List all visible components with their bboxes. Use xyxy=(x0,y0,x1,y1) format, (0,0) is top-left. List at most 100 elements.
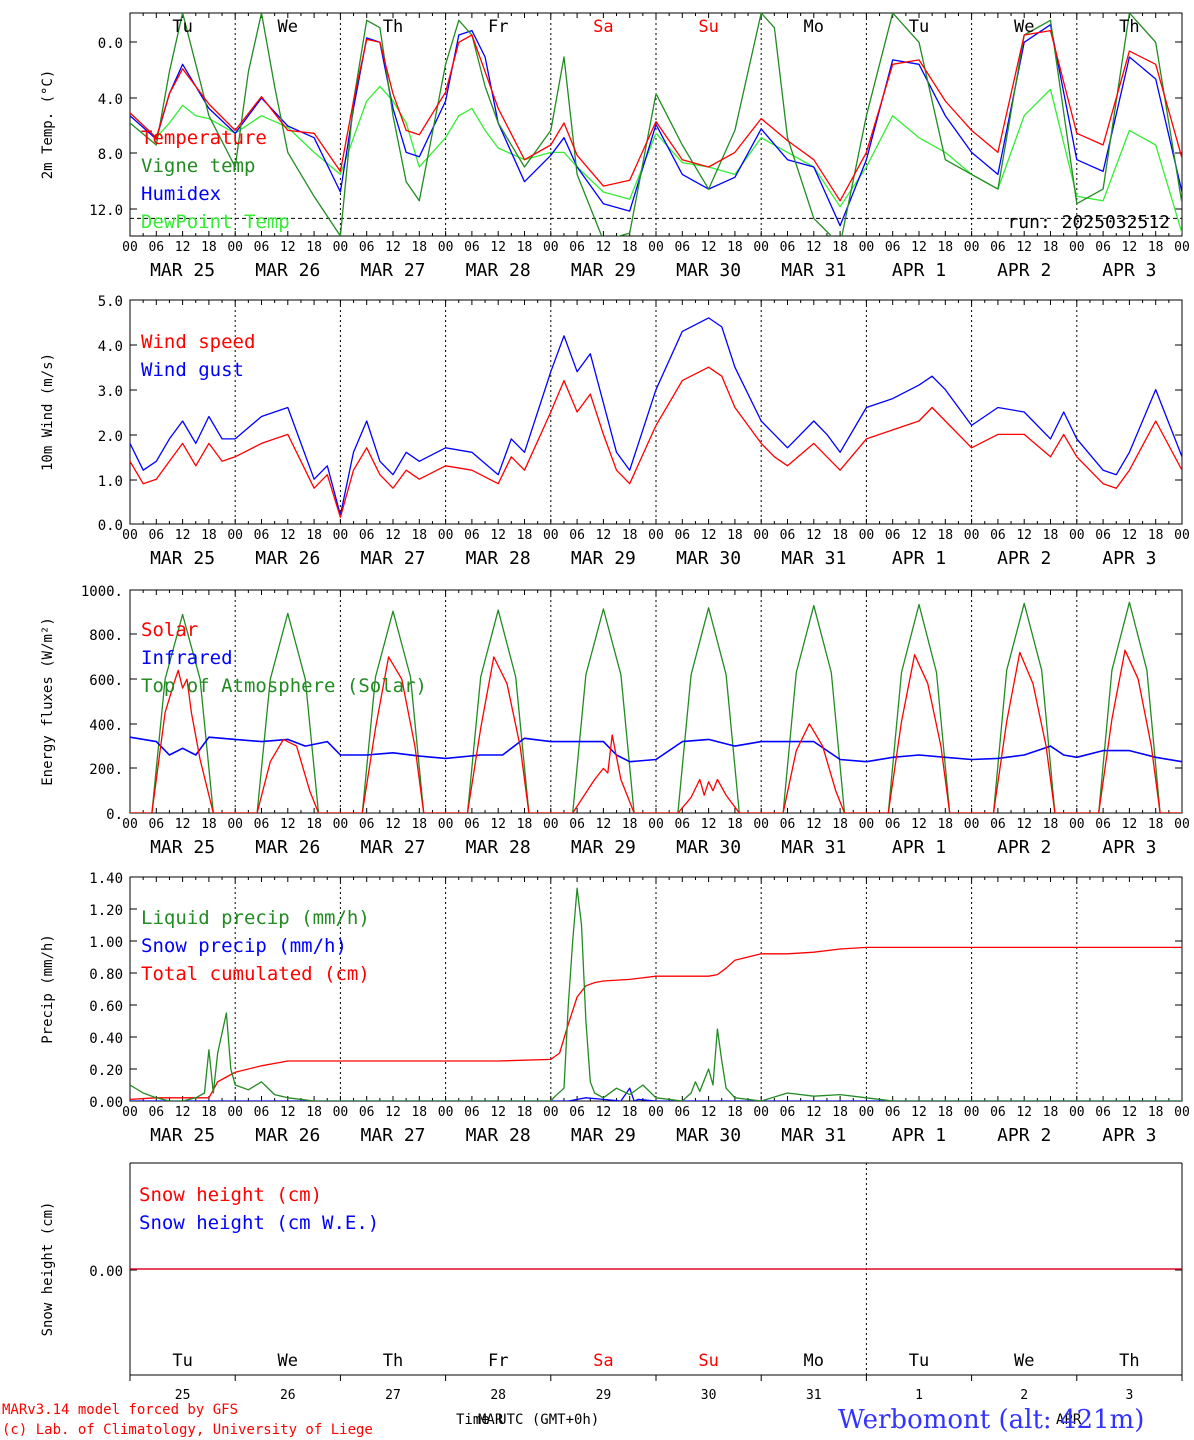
hour-label: 00 xyxy=(1069,528,1085,543)
series-line-solar xyxy=(130,649,1182,813)
date-label: MAR 30 xyxy=(676,1125,741,1146)
hour-label: 00 xyxy=(648,1105,664,1120)
hour-label: 00 xyxy=(227,817,243,832)
hour-label: 12 xyxy=(596,240,612,255)
hour-label: 18 xyxy=(1148,240,1164,255)
hour-label: 06 xyxy=(569,528,585,543)
y-tick-label: 0.00 xyxy=(89,1264,123,1280)
hour-label: 12 xyxy=(911,240,927,255)
run-label: run: 2025032512 xyxy=(1007,212,1170,233)
legend-entry: Solar xyxy=(141,619,198,641)
hour-label: 12 xyxy=(1122,528,1138,543)
hour-label: 12 xyxy=(385,240,401,255)
hour-label: 12 xyxy=(596,1105,612,1120)
hour-label: 06 xyxy=(254,240,270,255)
legend-entry: Liquid precip (mm/h) xyxy=(141,907,370,929)
hour-label: 00 xyxy=(964,817,980,832)
hour-label: 06 xyxy=(990,240,1006,255)
date-label: APR 3 xyxy=(1102,1125,1156,1146)
day-name: We xyxy=(278,17,298,37)
legend-entry: Wind speed xyxy=(141,331,255,353)
legend-entry: DewPoint Temp xyxy=(141,211,290,233)
day-name: Tu xyxy=(172,1351,192,1371)
panels: 0.04.08.012.02m Temp. (°C) TemperatureVig… xyxy=(40,12,1190,1403)
series-line-liquid-precip-mm-h- xyxy=(130,887,1182,1101)
legend-entry: Humidex xyxy=(141,183,221,205)
hour-label: 12 xyxy=(385,1105,401,1120)
hour-label: 00 xyxy=(859,817,875,832)
hour-label: 18 xyxy=(1043,528,1059,543)
hour-label: 12 xyxy=(806,1105,822,1120)
hour-label: 12 xyxy=(1122,817,1138,832)
day-name: We xyxy=(1014,17,1034,37)
series-line-wind-speed xyxy=(130,366,1182,518)
hour-label: 00 xyxy=(438,528,454,543)
date-label: MAR 30 xyxy=(676,548,741,569)
day-number: 29 xyxy=(596,1388,612,1403)
series-group xyxy=(130,601,1182,813)
hour-label: 00 xyxy=(1069,817,1085,832)
model-credit: MARv3.14 model forced by GFS xyxy=(2,1402,238,1418)
hour-label: 00 xyxy=(648,240,664,255)
y-tick-label: 1.40 xyxy=(89,871,123,887)
hour-label: 00 xyxy=(122,1105,138,1120)
panel-3: 0. 200. 400. 600. 800. 1000. Energy fluxes (W/… xyxy=(40,584,1190,858)
legend-entry: Total cumulated (cm) xyxy=(141,963,370,985)
hour-label: 06 xyxy=(359,528,375,543)
hour-label: 18 xyxy=(1148,528,1164,543)
hour-label: 18 xyxy=(937,817,953,832)
date-label: APR 1 xyxy=(892,837,946,858)
hour-label: 00 xyxy=(543,240,559,255)
hour-label: 00 xyxy=(227,240,243,255)
hour-label: 12 xyxy=(701,817,717,832)
hour-label: 06 xyxy=(674,1105,690,1120)
hour-label: 06 xyxy=(674,240,690,255)
hour-label: 06 xyxy=(885,528,901,543)
day-name: Tu xyxy=(172,17,192,37)
hour-label: 12 xyxy=(175,817,191,832)
hour-label: 12 xyxy=(280,1105,296,1120)
hour-label: 12 xyxy=(280,240,296,255)
hour-label: 00 xyxy=(438,1105,454,1120)
day-number: 31 xyxy=(806,1388,822,1403)
y-axis-title: 2m Temp. (°C) xyxy=(40,70,56,180)
day-name: Sa xyxy=(593,17,613,37)
hour-label: 12 xyxy=(385,528,401,543)
hour-label: 00 xyxy=(753,528,769,543)
hour-label: 12 xyxy=(1122,240,1138,255)
series-group xyxy=(130,13,1182,236)
hour-label: 06 xyxy=(359,1105,375,1120)
date-label: APR 3 xyxy=(1102,260,1156,281)
y-tick-label: 0.80 xyxy=(89,967,123,983)
date-label: MAR 27 xyxy=(360,837,425,858)
series-group xyxy=(130,887,1182,1101)
day-name: Fr xyxy=(488,17,508,37)
y-tick-label: 400. xyxy=(89,718,123,734)
y-axis-title: Snow height (cm) xyxy=(40,1202,56,1337)
hour-label: 12 xyxy=(806,528,822,543)
y-tick-label: 0.0 xyxy=(98,36,123,52)
hour-label: 12 xyxy=(1016,817,1032,832)
hour-label: 12 xyxy=(175,1105,191,1120)
panel-4: 0.00 0.20 0.40 0.60 0.80 1.00 1.20 1.40 Precip (… xyxy=(40,871,1190,1146)
series-line-wind-gust xyxy=(130,317,1182,516)
date-label: MAR 26 xyxy=(255,837,320,858)
date-label: APR 1 xyxy=(892,260,946,281)
hour-label: 12 xyxy=(596,817,612,832)
hour-label: 18 xyxy=(937,528,953,543)
hour-label: 18 xyxy=(832,528,848,543)
date-label: MAR 28 xyxy=(466,1125,531,1146)
hour-label: 12 xyxy=(490,1105,506,1120)
day-number: 3 xyxy=(1125,1388,1133,1403)
hour-label: 18 xyxy=(727,1105,743,1120)
hour-label: 18 xyxy=(306,817,322,832)
hour-label: 18 xyxy=(201,817,217,832)
hour-label: 18 xyxy=(411,817,427,832)
hour-label: 00 xyxy=(333,240,349,255)
y-tick-label: 12.0 xyxy=(89,203,123,219)
station-name: Werbomont (alt: 421m) xyxy=(838,1405,1144,1435)
hour-label: 12 xyxy=(1016,240,1032,255)
date-label: MAR 25 xyxy=(150,548,215,569)
y-tick-label: 1.00 xyxy=(89,935,123,951)
hour-label: 00 xyxy=(1174,1105,1190,1120)
